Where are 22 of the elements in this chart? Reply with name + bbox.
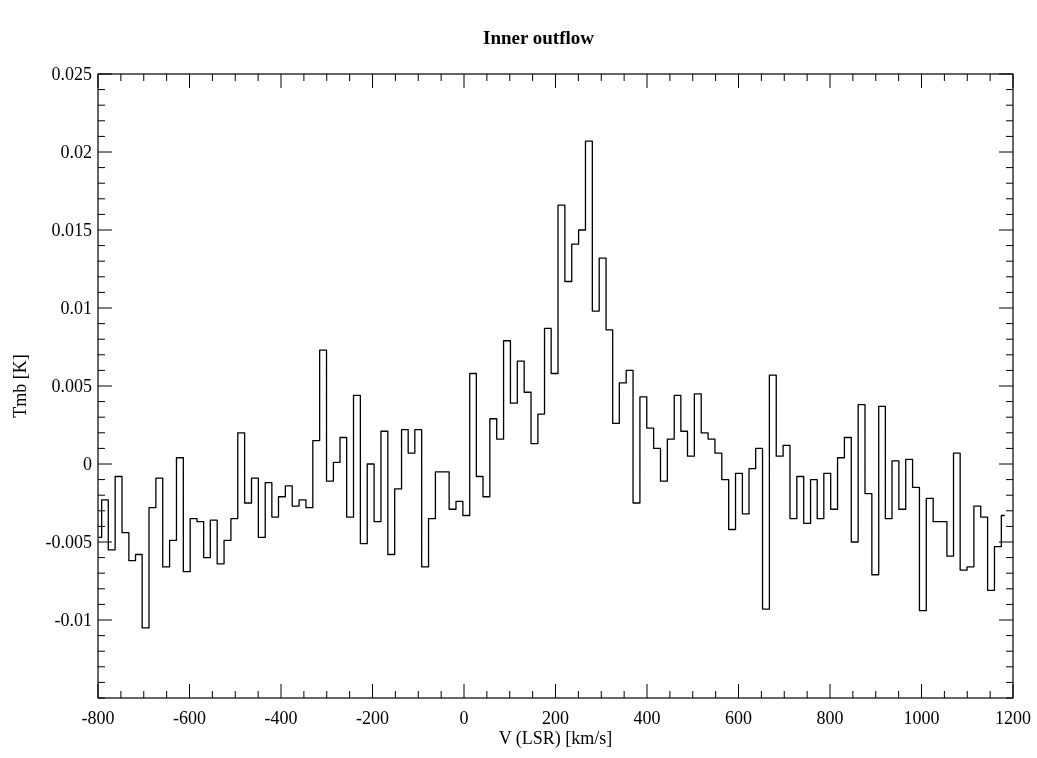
y-tick-label: 0.005: [51, 376, 92, 396]
x-tick-label: 1000: [903, 708, 940, 728]
chart-title: Inner outflow: [482, 27, 595, 48]
x-tick-label: 1200: [995, 708, 1031, 728]
y-tick-label: 0.015: [51, 220, 92, 240]
y-axis-title: Tmb [K]: [10, 354, 30, 418]
x-tick-label: -800: [81, 708, 115, 728]
y-tick-label: 0.025: [51, 64, 92, 84]
x-tick-label: 600: [725, 708, 752, 728]
y-tick-label: 0: [83, 454, 92, 474]
x-tick-label: -400: [264, 708, 298, 728]
x-tick-label: -200: [356, 708, 389, 728]
x-tick-label: 200: [542, 708, 569, 728]
x-axis-title: V (LSR) [km/s]: [498, 728, 613, 749]
x-tick-label: -600: [173, 708, 206, 728]
y-tick-label: 0.02: [60, 142, 92, 162]
y-tick-label: 0.01: [60, 298, 92, 318]
x-tick-label: 400: [633, 708, 661, 728]
x-tick-label: 0: [459, 708, 469, 728]
y-tick-label: -0.005: [45, 532, 92, 552]
y-tick-label: -0.01: [54, 610, 92, 630]
x-tick-label: 800: [816, 708, 844, 728]
